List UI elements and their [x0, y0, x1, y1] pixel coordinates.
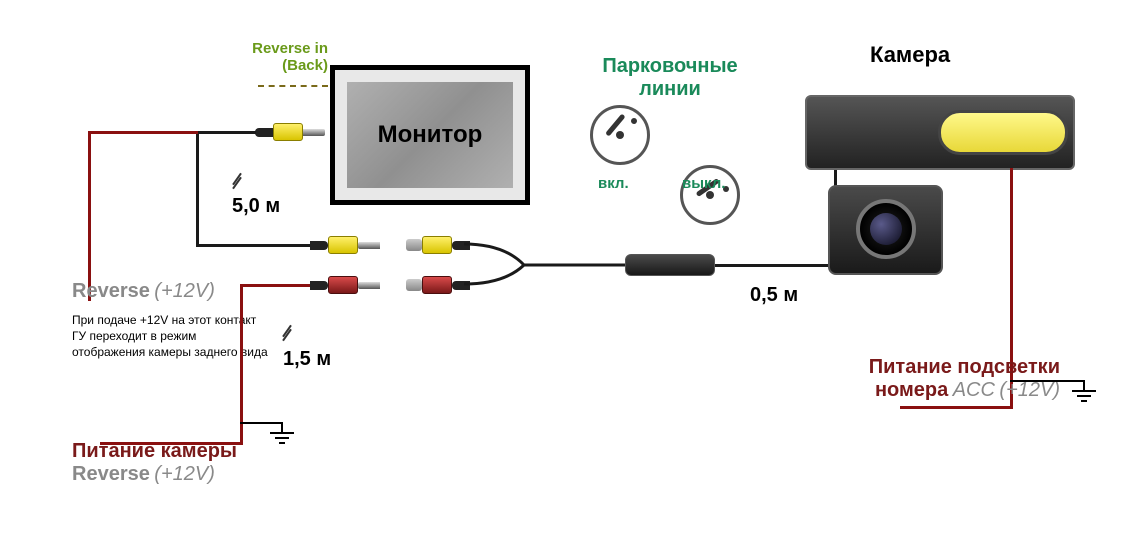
wire-video-h1 [196, 131, 256, 134]
monitor-label: Монитор [378, 121, 483, 149]
camera-title: Камера [870, 42, 950, 68]
parking-lines-title: Парковочные линии [585, 55, 755, 101]
cable-break-15m [280, 324, 294, 348]
wire-rca-red-tail-v [240, 284, 243, 444]
reverse-in-dashed-wire [258, 85, 328, 87]
wire-rca-red-tail-h [240, 284, 310, 287]
light-power-label: Питание подсветки номера ACC (+12V) [800, 356, 1060, 402]
wire-camera-h [715, 264, 837, 267]
length-5m: 5,0 м [232, 195, 280, 218]
switch-on-label: вкл. [598, 175, 629, 192]
rca-red-female-right [400, 275, 470, 295]
switch-off-label: выкл. [682, 175, 725, 192]
rca-monitor-input [255, 122, 325, 142]
power-filter [625, 254, 715, 276]
monitor: Монитор [330, 65, 530, 205]
reverse-in-label: Reverse in (Back) [238, 40, 328, 74]
wire-video-v1 [196, 131, 199, 245]
wire-reverse-v [88, 131, 91, 301]
switch-off [680, 165, 740, 225]
cable-break-5m [230, 172, 244, 196]
length-05m: 0,5 м [750, 284, 798, 307]
camera-light [938, 110, 1068, 155]
length-15m: 1,5 м [283, 348, 331, 371]
wire-light-power-h [900, 406, 1013, 409]
wire-reverse-h [88, 131, 198, 134]
rca-yellow-male-left [310, 235, 380, 255]
switch-on [590, 105, 650, 165]
ground-right [1070, 380, 1098, 408]
rca-yellow-female-right [400, 235, 470, 255]
wire-video-h2 [196, 244, 311, 247]
camera-body [828, 185, 943, 275]
y-junction-wires [464, 238, 634, 294]
rca-red-male-left [310, 275, 380, 295]
camera-power-label: Питание камеры Reverse (+12V) [72, 440, 237, 486]
reverse-note: При подаче +12V на этот контакт ГУ перех… [72, 312, 268, 361]
ground-left [268, 422, 296, 450]
reverse-label: Reverse (+12V) [72, 280, 215, 303]
